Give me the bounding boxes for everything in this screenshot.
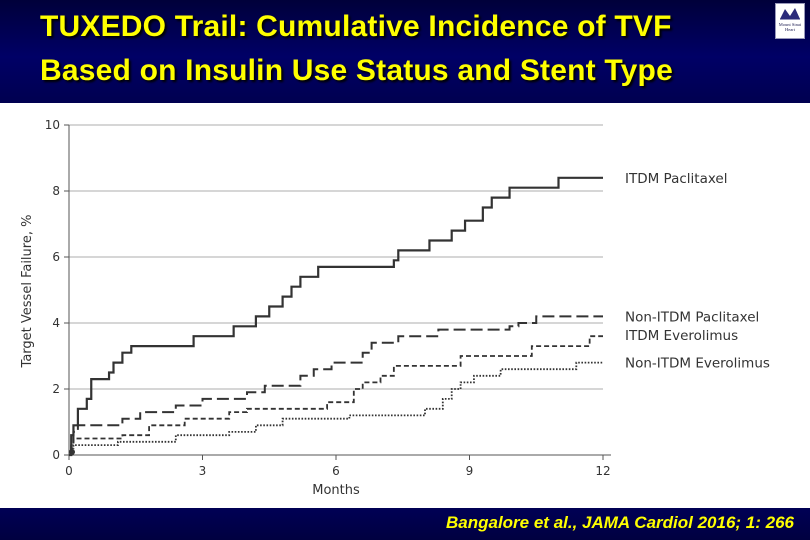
x-tick-label: 12: [595, 464, 610, 478]
x-axis-label: Months: [312, 483, 360, 498]
series-group: [69, 176, 603, 457]
x-tick-label: 6: [332, 464, 340, 478]
cumulative-incidence-chart: 0 2 4 6 8 10 0 3 6 9 12 ITDM Paclitaxel Non-ITDM Pa…: [20, 118, 770, 498]
logo-text: Mount Sinai Heart: [778, 22, 802, 32]
x-tick-label: 9: [466, 464, 474, 478]
footer-band: Bangalore et al., JAMA Cardiol 2016; 1: …: [0, 508, 810, 540]
series-label-4: Non-ITDM Everolimus: [625, 356, 770, 372]
origin-marker: [69, 449, 75, 455]
axes: 0 2 4 6 8 10 0 3 6 9 12: [45, 118, 611, 478]
slide-title-line-2: Based on Insulin Use Status and Stent Ty…: [40, 54, 673, 87]
y-tick-label: 6: [52, 250, 60, 264]
series-line-4: [69, 361, 603, 456]
mount-sinai-logo-icon: Mount Sinai Heart: [775, 3, 805, 39]
x-tick-label: 0: [65, 464, 73, 478]
y-tick-label: 0: [52, 448, 60, 462]
title-band: TUXEDO Trail: Cumulative Incidence of TV…: [0, 0, 810, 103]
series-labels: ITDM Paclitaxel Non-ITDM Paclitaxel ITDM E…: [625, 171, 770, 372]
gridlines: [69, 124, 603, 390]
series-line-3: [69, 335, 603, 456]
slide-title-line-1: TUXEDO Trail: Cumulative Incidence of TV…: [40, 10, 672, 43]
chart-area: 0 2 4 6 8 10 0 3 6 9 12 ITDM Paclitaxel Non-ITDM Pa…: [0, 103, 810, 508]
y-tick-label: 2: [52, 382, 60, 396]
series-line-1: [69, 176, 603, 457]
y-tick-label: 10: [45, 118, 60, 132]
y-tick-label: 8: [52, 184, 60, 198]
series-label-2: Non-ITDM Paclitaxel: [625, 309, 759, 325]
y-axis-label: Target Vessel Failure, %: [20, 215, 35, 369]
y-tick-label: 4: [52, 316, 60, 330]
x-tick-label: 3: [199, 464, 207, 478]
series-label-3: ITDM Everolimus: [625, 328, 738, 344]
citation: Bangalore et al., JAMA Cardiol 2016; 1: …: [446, 513, 794, 532]
series-line-2: [69, 315, 603, 456]
series-label-1: ITDM Paclitaxel: [625, 171, 728, 187]
